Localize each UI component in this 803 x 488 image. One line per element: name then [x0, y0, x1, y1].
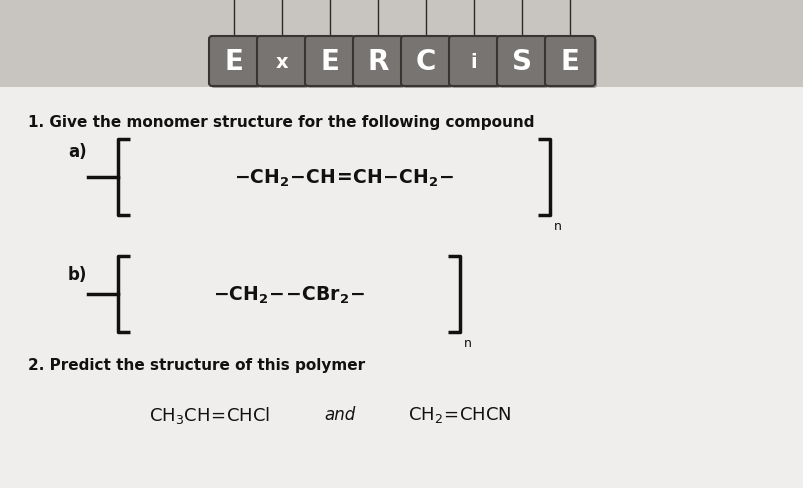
Text: n: n [553, 220, 561, 232]
Text: $\mathbf{-CH_2\!-\!\!-\!CBr_2\!-}$: $\mathbf{-CH_2\!-\!\!-\!CBr_2\!-}$ [213, 284, 365, 305]
FancyBboxPatch shape [402, 39, 452, 89]
FancyBboxPatch shape [307, 39, 357, 89]
Text: E: E [320, 48, 339, 76]
FancyBboxPatch shape [209, 37, 259, 87]
Text: $\mathrm{CH_3CH\!=\!CHCl}$: $\mathrm{CH_3CH\!=\!CHCl}$ [149, 404, 271, 425]
FancyBboxPatch shape [448, 37, 499, 87]
FancyBboxPatch shape [450, 39, 500, 89]
Text: R: R [367, 48, 388, 76]
Text: E: E [224, 48, 243, 76]
FancyBboxPatch shape [210, 39, 261, 89]
Text: i: i [470, 52, 477, 71]
Text: and: and [324, 405, 355, 423]
FancyBboxPatch shape [353, 37, 402, 87]
FancyBboxPatch shape [259, 39, 308, 89]
Text: a): a) [68, 142, 87, 161]
FancyBboxPatch shape [496, 37, 546, 87]
Text: S: S [512, 48, 532, 76]
FancyBboxPatch shape [257, 37, 307, 87]
FancyBboxPatch shape [499, 39, 548, 89]
FancyBboxPatch shape [355, 39, 405, 89]
Text: b): b) [68, 265, 88, 284]
FancyBboxPatch shape [401, 37, 450, 87]
Text: E: E [560, 48, 579, 76]
FancyBboxPatch shape [544, 37, 594, 87]
Text: 1. Give the monomer structure for the following compound: 1. Give the monomer structure for the fo… [28, 115, 534, 130]
FancyBboxPatch shape [304, 37, 355, 87]
Text: x: x [275, 52, 288, 71]
Text: 2. Predict the structure of this polymer: 2. Predict the structure of this polymer [28, 357, 365, 372]
Bar [0, 88, 803, 488]
Text: C: C [415, 48, 436, 76]
FancyBboxPatch shape [546, 39, 597, 89]
Text: $\mathbf{-CH_2\!-\!CH\!=\!CH\!-\!CH_2\!-}$: $\mathbf{-CH_2\!-\!CH\!=\!CH\!-\!CH_2\!-… [234, 167, 454, 188]
Text: $\mathrm{CH_2\!=\!CHCN}$: $\mathrm{CH_2\!=\!CHCN}$ [408, 404, 511, 424]
Text: n: n [463, 336, 471, 349]
